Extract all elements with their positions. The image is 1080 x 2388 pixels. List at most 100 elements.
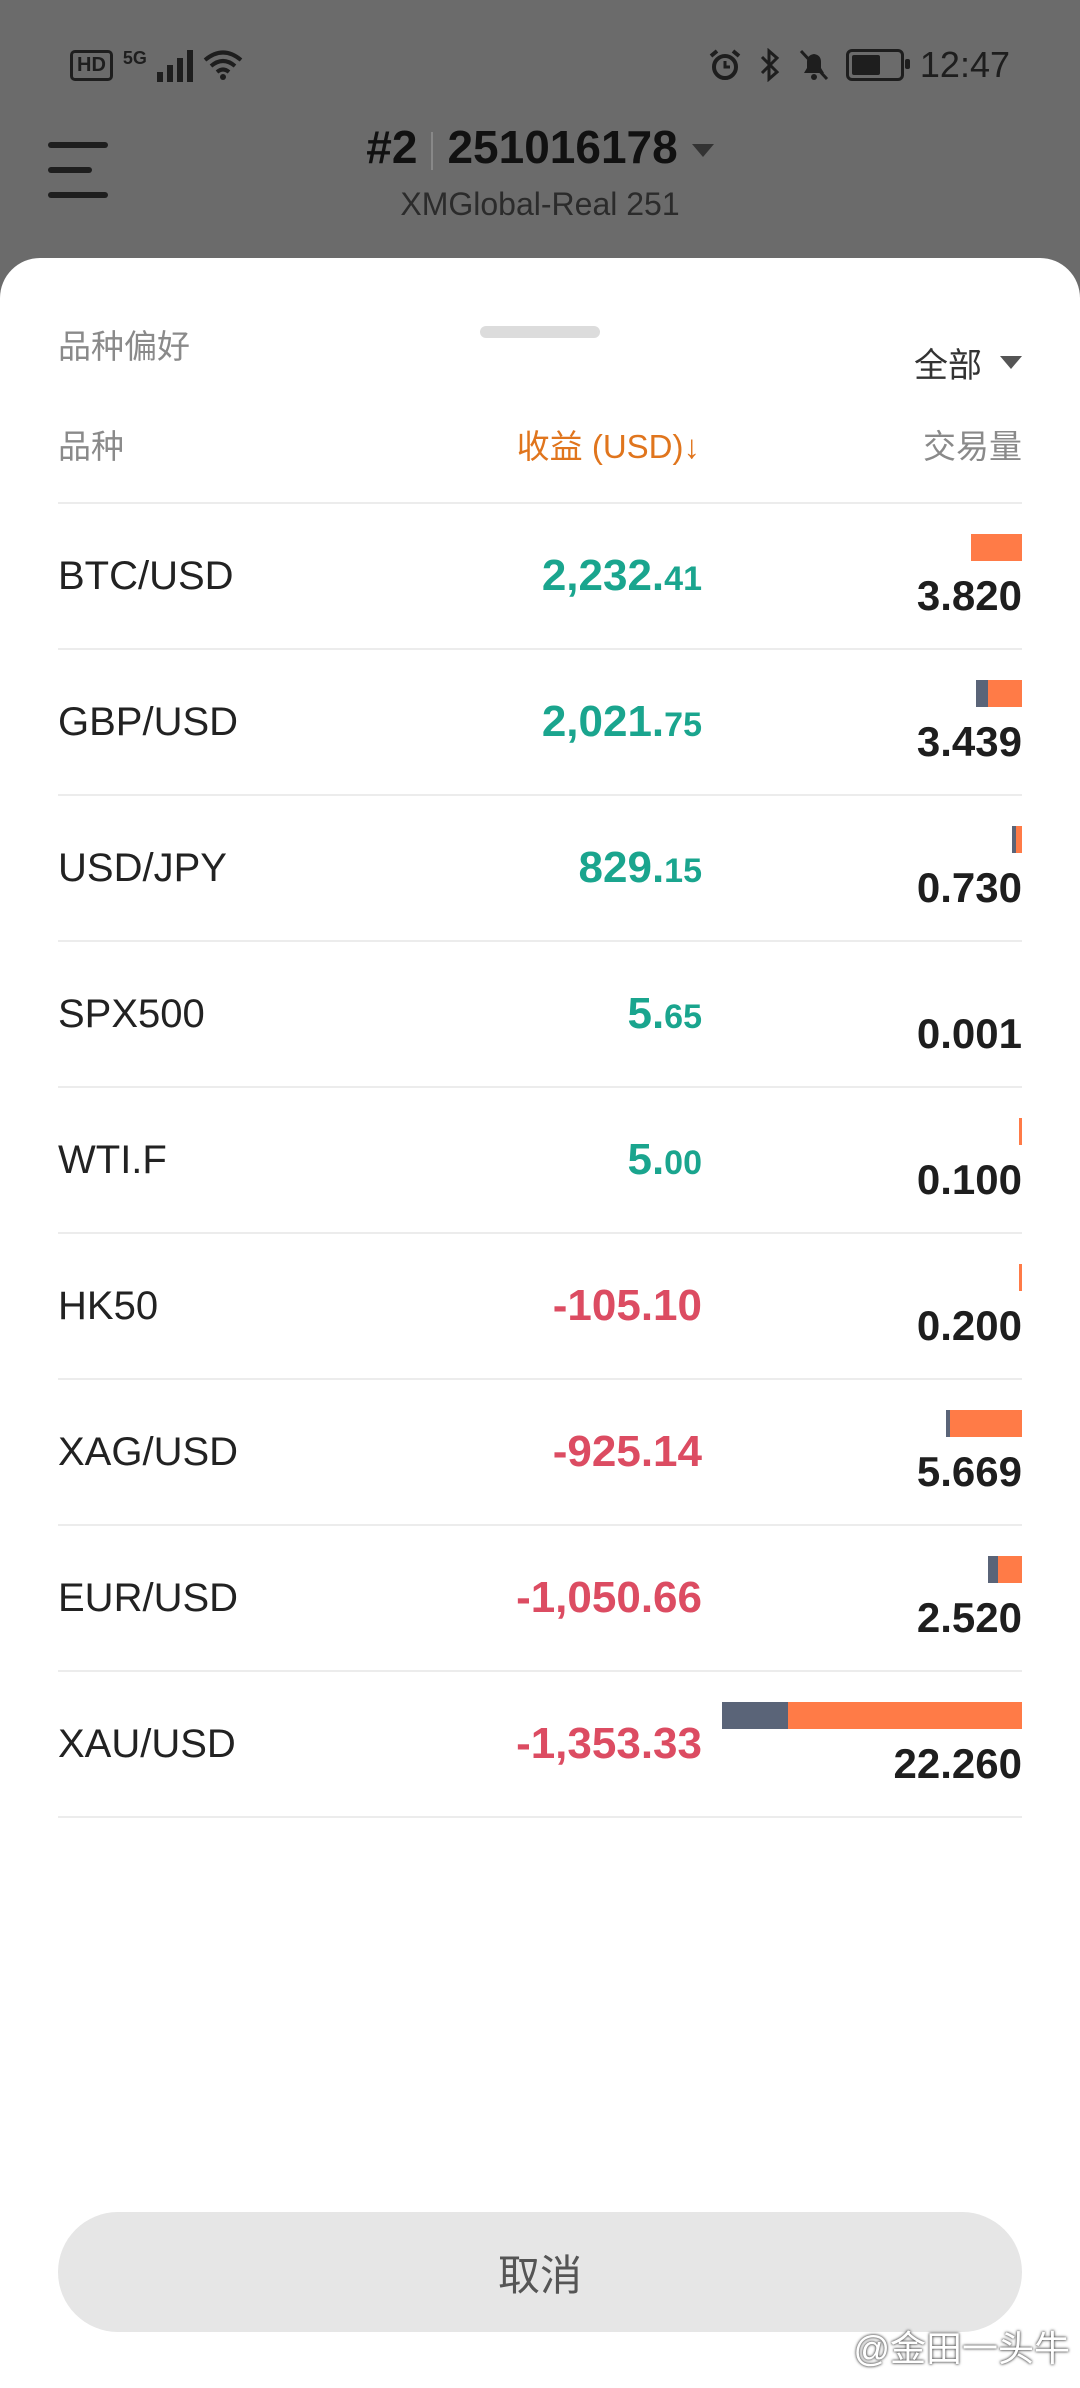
- column-header-symbol[interactable]: 品种: [58, 428, 124, 465]
- list-item[interactable]: WTI.F 5.00 0.100: [58, 1086, 1022, 1232]
- volume-bar-buy: [946, 1410, 950, 1437]
- pnl-integer: 5.: [627, 1135, 665, 1184]
- pnl-fraction: 75: [664, 706, 702, 744]
- symbol-preference-sheet: 品种偏好 全部 品种 收益 (USD)↓ 交易量 BTC/USD 2,232.4…: [0, 258, 1080, 2388]
- pnl-integer: 2,021.: [541, 697, 665, 746]
- volume-bar-buy: [988, 1556, 998, 1583]
- pnl-value: 2,021.75: [542, 697, 702, 747]
- pnl-integer: -1,050.66: [516, 1573, 702, 1622]
- account-selector[interactable]: #2 251016178: [0, 120, 1080, 174]
- pnl-integer: 2,232.: [541, 551, 665, 600]
- pnl-value: -105.10: [553, 1281, 702, 1331]
- volume-value: 22.260: [893, 1740, 1022, 1787]
- volume-bar: [722, 1702, 1022, 1729]
- volume-bar-buy: [722, 1702, 788, 1729]
- pnl-fraction: 65: [664, 998, 702, 1036]
- pnl-integer: -925.14: [552, 1427, 702, 1476]
- volume-bar-buy: [976, 680, 988, 707]
- list-item[interactable]: XAG/USD -925.14 5.669: [58, 1378, 1022, 1524]
- volume-bar: [946, 1410, 1022, 1437]
- app-header: #2 251016178 XMGlobal-Real 251: [0, 120, 1080, 260]
- pnl-integer: 829.: [578, 843, 665, 892]
- status-bar: HD 5G 12:47: [0, 0, 1080, 130]
- symbol-name: USD/JPY: [58, 846, 227, 890]
- symbol-name: HK50: [58, 1284, 159, 1328]
- menu-icon[interactable]: [48, 142, 108, 198]
- pnl-value: -1,353.33: [516, 1719, 702, 1769]
- volume-value: 3.439: [916, 718, 1022, 765]
- volume-bar-sell: [971, 534, 1022, 561]
- account-number: #2: [366, 121, 418, 173]
- drag-handle[interactable]: [480, 326, 600, 338]
- symbol-name: XAU/USD: [58, 1722, 236, 1766]
- hd-icon: HD: [70, 49, 113, 81]
- column-header-pnl[interactable]: 收益 (USD)↓: [516, 428, 700, 465]
- symbol-name: GBP/USD: [58, 700, 239, 744]
- pnl-value: 2,232.41: [542, 551, 702, 601]
- list-item[interactable]: GBP/USD 2,021.75 3.439: [58, 648, 1022, 794]
- list-item[interactable]: EUR/USD -1,050.66 2.520: [58, 1524, 1022, 1670]
- volume-bar: [976, 680, 1022, 707]
- pnl-fraction: 15: [664, 852, 702, 890]
- list-item[interactable]: XAU/USD -1,353.33 22.260: [58, 1670, 1022, 1818]
- caret-down-icon: [691, 144, 714, 158]
- caret-down-icon: [1000, 356, 1022, 369]
- volume-value: 0.200: [916, 1302, 1022, 1349]
- pnl-value: 829.15: [579, 843, 702, 893]
- server-name: XMGlobal-Real 251: [400, 186, 680, 222]
- signal-icon: [156, 48, 193, 82]
- filter-label: 全部: [914, 347, 982, 385]
- volume-bar: [971, 534, 1022, 561]
- wifi-icon: [203, 50, 243, 80]
- filter-dropdown[interactable]: 全部: [914, 338, 1022, 387]
- volume-value: 0.100: [916, 1156, 1022, 1203]
- watermark: @金田一头牛: [853, 2328, 1070, 2369]
- clock: 12:47: [919, 44, 1010, 85]
- volume-value: 0.001: [916, 1010, 1022, 1057]
- volume-bar-sell: [1019, 1118, 1022, 1145]
- pnl-integer: -105.10: [552, 1281, 702, 1330]
- volume-value: 3.820: [916, 572, 1022, 619]
- battery-icon: [845, 49, 910, 81]
- list-item[interactable]: HK50 -105.10 0.200: [58, 1232, 1022, 1378]
- status-left: HD 5G: [70, 48, 243, 82]
- list-item[interactable]: BTC/USD 2,232.41 3.820: [58, 502, 1022, 648]
- volume-bar-sell: [1019, 1264, 1022, 1291]
- column-header-volume[interactable]: 交易量: [923, 428, 1022, 465]
- network-type: 5G: [122, 48, 147, 68]
- pnl-value: -925.14: [553, 1427, 702, 1477]
- pnl-fraction: 41: [664, 560, 702, 598]
- volume-bar-sell: [788, 1702, 1022, 1729]
- volume-bar: [988, 1556, 1022, 1583]
- symbol-list: BTC/USD 2,232.41 3.820 GBP/USD 2,021.75 …: [58, 502, 1022, 1818]
- pnl-fraction: 00: [664, 1144, 702, 1182]
- account-id: 251016178: [447, 121, 678, 173]
- symbol-name: WTI.F: [58, 1138, 167, 1182]
- volume-bar: [1019, 1118, 1022, 1145]
- cancel-button[interactable]: 取消: [58, 2212, 1022, 2332]
- pnl-integer: -1,353.33: [516, 1719, 702, 1768]
- mute-icon: [799, 49, 829, 81]
- pnl-value: 5.00: [627, 1135, 702, 1185]
- volume-bar: [1019, 1264, 1022, 1291]
- symbol-name: BTC/USD: [58, 554, 234, 598]
- alarm-icon: [709, 49, 741, 80]
- symbol-name: XAG/USD: [58, 1430, 239, 1474]
- volume-bar-sell: [988, 680, 1022, 707]
- list-item[interactable]: USD/JPY 829.15 0.730: [58, 794, 1022, 940]
- bluetooth-icon: [760, 48, 780, 82]
- volume-value: 5.669: [916, 1448, 1022, 1495]
- volume-bar-sell: [950, 1410, 1022, 1437]
- pnl-value: -1,050.66: [516, 1573, 702, 1623]
- volume-bar-sell: [998, 1556, 1022, 1583]
- pnl-integer: 5.: [627, 989, 665, 1038]
- pnl-value: 5.65: [627, 989, 702, 1039]
- symbol-name: SPX500: [58, 992, 205, 1036]
- sheet-title: 品种偏好: [58, 328, 190, 365]
- list-item[interactable]: SPX500 5.65 0.001: [58, 940, 1022, 1086]
- symbol-name: EUR/USD: [58, 1576, 239, 1620]
- volume-bar-buy: [1012, 826, 1016, 853]
- volume-value: 2.520: [916, 1594, 1022, 1641]
- volume-bar-sell: [1016, 826, 1022, 853]
- battery-level: [851, 55, 880, 75]
